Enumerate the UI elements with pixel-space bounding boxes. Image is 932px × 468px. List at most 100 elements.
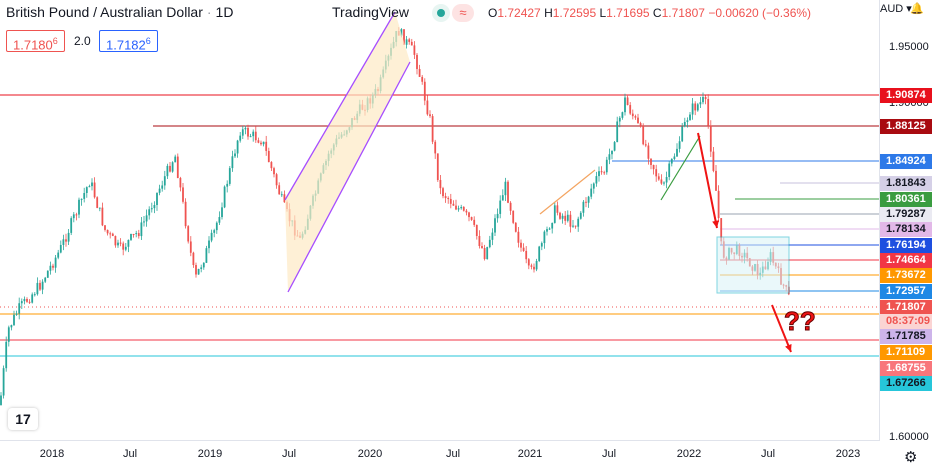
candle-body [278,185,281,195]
candle-body [135,233,138,235]
candle-body [668,163,671,178]
settings-gear-icon[interactable]: ⚙ [904,449,918,466]
data-wave-icon[interactable]: ≈ [452,4,474,22]
candle-body [538,246,541,262]
candle-body [410,41,413,46]
candle-body [228,168,231,184]
candle-body [605,159,608,173]
candle-body [590,188,593,197]
candle-body [462,206,465,211]
candle-body [2,368,5,396]
candle-body [98,207,101,209]
candle-body [119,242,122,244]
candle-body [127,239,130,247]
x-tick: 2019 [197,448,223,460]
candle-body [457,208,460,210]
candle-body [678,141,681,149]
candle-body [449,198,452,204]
candle-body [15,313,18,315]
candle-body [252,131,255,137]
symbol-title[interactable]: British Pound / Australian Dollar · 1D [6,4,234,20]
candle-body [182,187,184,202]
candle-body [85,187,88,194]
candle-body [257,140,260,143]
currency-selector[interactable]: AUD ▾ [880,3,912,15]
candle-body [200,267,203,269]
candle-body [72,214,75,219]
candle-body [618,117,621,122]
market-open-icon[interactable] [432,4,450,22]
candle-body [275,174,278,186]
time-axis-border [0,440,880,441]
candle-body [704,97,707,100]
candle-body [208,240,210,249]
green-trendline [660,135,701,201]
candle-body [0,395,2,405]
x-tick: Jul [601,448,617,460]
candle-body [187,226,190,242]
candle-body [592,183,595,189]
candle-body [91,182,93,187]
candle-body [652,164,655,170]
candle-body [260,142,262,145]
candle-body [70,218,73,233]
candle-body [83,193,86,199]
candle-body [163,176,166,186]
candle-body [561,215,564,219]
interval[interactable]: 1D [215,4,234,20]
candle-body [686,120,689,122]
candle-body [226,183,229,187]
buy-button[interactable]: 1.71826 [99,30,158,52]
candle-body [23,298,26,302]
candle-body [231,156,234,169]
candle-body [520,242,522,248]
candle-body [691,103,694,115]
candle-body [59,244,62,253]
candle-body [205,248,208,263]
x-tick: 2020 [357,448,383,460]
candle-body [639,123,642,126]
price-level-label: 1.90874 [880,88,932,103]
candle-body [598,171,600,177]
candle-body [156,192,158,206]
candle-body [280,194,283,196]
price-level-label: 1.78134 [880,222,932,237]
price-level-label: 08:37:09 [880,314,932,329]
candle-body [33,294,36,296]
candle-body [192,252,195,266]
candle-body [153,205,156,209]
price-level-label: 1.80361 [880,192,932,207]
candle-body [572,225,574,227]
candle-body [265,141,268,151]
candle-body [101,207,104,226]
candle-body [130,233,132,240]
candle-body [543,231,546,244]
market-status-toggles[interactable]: ≈ [432,4,474,22]
candle-body [637,117,639,124]
candle-body [559,212,561,219]
candle-body [569,214,572,227]
candle-body [140,222,143,237]
candle-body [676,148,678,157]
candle-body [657,176,660,180]
x-tick: Jul [122,448,138,460]
candle-body [244,127,247,130]
candle-body [608,154,611,160]
candle-body [689,114,691,121]
candle-body [213,230,216,233]
candle-body [473,219,476,225]
price-level-label: 1.68755 [880,361,932,376]
alert-icon[interactable]: 🔔 [910,3,924,15]
sell-button[interactable]: 1.71806 [6,30,65,52]
candle-body [179,178,182,188]
candle-body [644,144,647,146]
candle-body [44,277,47,282]
candle-body [629,105,632,114]
candle-body [195,265,197,275]
candle-body [413,45,416,55]
candle-body [41,281,44,290]
candle-body [717,190,720,219]
candle-body [283,194,286,203]
down-arrow-1-head [712,220,719,228]
